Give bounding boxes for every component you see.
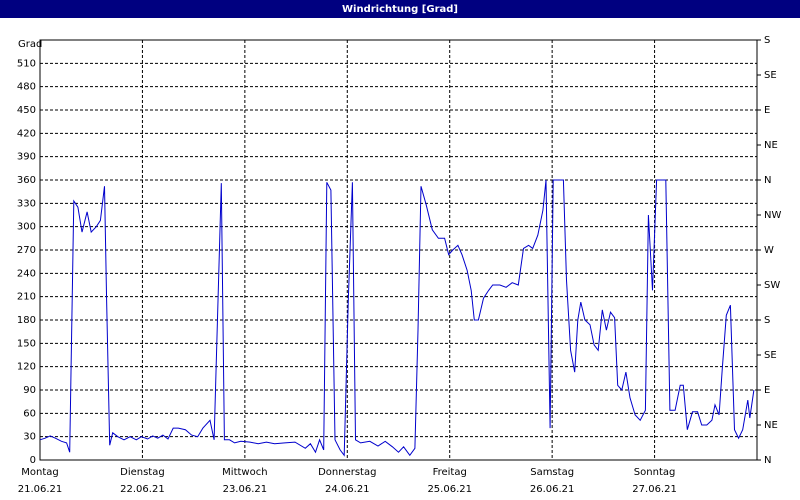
y2-tick-label: NE <box>764 420 778 431</box>
x-tick-label: Montag <box>21 467 58 478</box>
x-tick-label: 26.06.21 <box>530 484 575 495</box>
x-tick-label: 23.06.21 <box>223 484 268 495</box>
y-tick-label: 90 <box>23 385 36 396</box>
y2-tick-label: N <box>764 175 771 186</box>
data-line <box>39 179 755 457</box>
y2-tick-label: SW <box>764 280 780 291</box>
y-tick-label: 360 <box>17 175 36 186</box>
y-tick-label: 240 <box>17 268 36 279</box>
x-tick-label: 22.06.21 <box>120 484 165 495</box>
y-tick-label: 450 <box>17 105 36 116</box>
y-tick-label: 0 <box>30 455 36 466</box>
y-tick-label: 60 <box>23 408 36 419</box>
x-tick-label: 25.06.21 <box>427 484 472 495</box>
y-tick-label: 180 <box>17 315 36 326</box>
y2-tick-label: NE <box>764 140 778 151</box>
y-tick-label: 270 <box>17 245 36 256</box>
y2-tick-label: S <box>764 315 770 326</box>
plot-frame <box>39 39 758 461</box>
x-tick-label: Mittwoch <box>222 467 267 478</box>
y2-tick-label: E <box>764 105 770 116</box>
x-tick-label: Donnerstag <box>318 467 376 478</box>
y2-tick-label: SE <box>764 70 777 81</box>
y-tick-label: 420 <box>17 128 36 139</box>
x-tick-label: Sonntag <box>634 467 676 478</box>
y-tick-label: 150 <box>17 338 36 349</box>
y-axis-label: Grad <box>18 39 42 50</box>
y2-tick-label: N <box>764 455 771 466</box>
y-tick-label: 480 <box>17 82 36 93</box>
y-tick-label: 30 <box>23 432 36 443</box>
y2-tick-label: E <box>764 385 770 396</box>
x-tick-label: 21.06.21 <box>18 484 63 495</box>
x-tick-label: Samstag <box>530 467 574 478</box>
x-tick-label: Freitag <box>433 467 467 478</box>
y-tick-label: 300 <box>17 222 36 233</box>
y-tick-label: 330 <box>17 198 36 209</box>
y-tick-label: 120 <box>17 362 36 373</box>
chart-title: Windrichtung [Grad] <box>342 4 458 15</box>
y-tick-label: 210 <box>17 292 36 303</box>
x-tick-label: 24.06.21 <box>325 484 370 495</box>
x-tick-label: Dienstag <box>120 467 165 478</box>
y2-tick-label: SE <box>764 350 777 361</box>
title-bar <box>0 0 800 18</box>
x-tick-label: 27.06.21 <box>632 484 677 495</box>
y2-tick-label: W <box>764 245 774 256</box>
y-tick-label: 510 <box>17 58 36 69</box>
y-tick-label: 390 <box>17 152 36 163</box>
y2-tick-label: NW <box>764 210 781 221</box>
y2-tick-label: S <box>764 35 770 46</box>
